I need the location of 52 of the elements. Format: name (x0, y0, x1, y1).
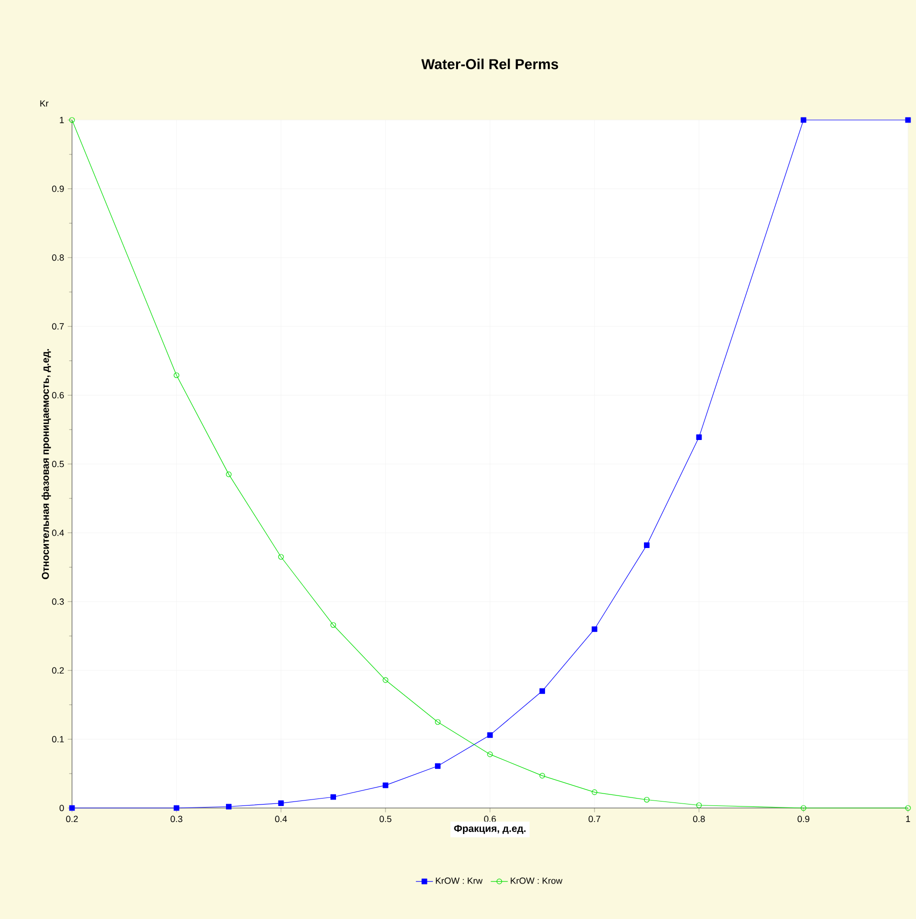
legend-label: KrOW : Krow (510, 878, 562, 884)
chart-title: Water-Oil Rel Perms (421, 58, 558, 70)
point (487, 732, 493, 738)
x-tick-label: 0.7 (588, 816, 600, 822)
y-tick-label: 0.1 (52, 736, 64, 742)
point (278, 800, 284, 806)
y-tick-label: 0.9 (52, 186, 64, 192)
x-tick-label: 0.2 (66, 816, 78, 822)
point (539, 772, 546, 778)
x-tick-label: 0.5 (380, 816, 392, 822)
point (330, 794, 336, 800)
point (539, 688, 546, 694)
y-tick-label: 1 (60, 116, 64, 124)
y-tick-label: 0 (60, 804, 64, 812)
point (592, 626, 598, 632)
point (644, 796, 650, 803)
y-tick-label: 0.4 (52, 530, 64, 536)
point (800, 805, 806, 811)
point (174, 805, 180, 811)
point (226, 804, 232, 810)
x-tick-label: 0.8 (693, 816, 705, 822)
y-tick-label: 0.2 (52, 667, 64, 674)
x-tick-label: 0.9 (798, 816, 810, 822)
point (382, 782, 388, 788)
point (382, 677, 388, 683)
y-tick-label: 0.5 (52, 460, 64, 468)
legend-label: KrOW : Krw (436, 878, 483, 884)
point (226, 472, 232, 478)
x-tick-label: 0.6 (484, 816, 496, 822)
point (434, 763, 441, 769)
point (696, 434, 702, 440)
point (487, 752, 493, 758)
point (434, 719, 441, 725)
y-axis-title: Относительная фазовая проницаемость, д.ед. (42, 349, 51, 580)
text: Kr (40, 100, 48, 107)
point (696, 802, 702, 808)
point (644, 542, 650, 548)
y-tick-label: 0.7 (52, 323, 64, 330)
x-tick-label: 1 (906, 816, 910, 822)
point (800, 117, 806, 123)
point (174, 372, 180, 378)
x-axis-title: Фракция, д.ед. (454, 824, 526, 834)
point (330, 622, 336, 628)
point (69, 805, 75, 811)
point (905, 117, 911, 123)
y-tick-label: 0.8 (52, 254, 64, 261)
y-tick-label: 0.6 (52, 392, 64, 398)
x-tick-label: 0.4 (275, 816, 287, 822)
x-tick-label: 0.3 (170, 816, 182, 822)
point (592, 789, 598, 795)
point (278, 554, 284, 560)
y-tick-label: 0.3 (52, 598, 64, 605)
